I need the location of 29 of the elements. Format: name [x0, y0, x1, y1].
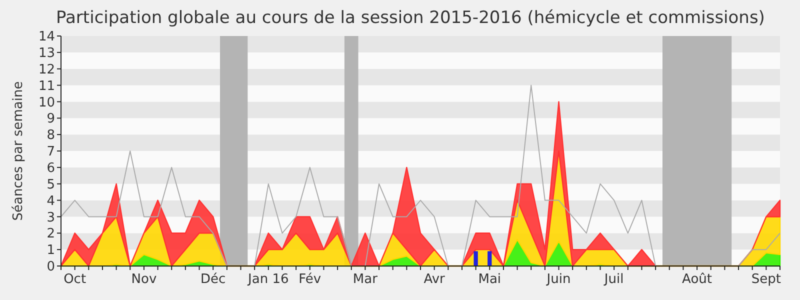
y-tick-label: 14	[38, 30, 55, 45]
x-tick-label: Août	[682, 272, 712, 287]
x-tick-label: Mar	[352, 272, 378, 287]
x-tick-label: Juin	[546, 272, 571, 287]
y-tick-label: 0	[46, 260, 55, 275]
x-tick-label: Avr	[424, 272, 446, 287]
x-tick-label: Juil	[603, 272, 624, 287]
y-tick-label: 3	[46, 210, 55, 226]
y-tick-label: 11	[38, 78, 55, 94]
x-tick-label: Déc	[200, 272, 226, 287]
y-tick-label: 5	[46, 177, 55, 192]
chart-title: Participation globale au cours de la session 2015-2016 (hémicycle et commissions)	[56, 8, 765, 28]
y-tick-label: 12	[38, 62, 55, 78]
y-tick-label: 9	[46, 112, 55, 127]
y-tick-label: 4	[46, 194, 55, 209]
x-tick-label: Jan 16	[247, 272, 289, 287]
x-tick-label: Sept	[751, 272, 781, 287]
y-axis-title: Séances par semaine	[11, 81, 26, 221]
x-tick-label: Nov	[131, 272, 157, 287]
y-tick-label: 2	[46, 226, 55, 242]
x-tick-label: Fév	[298, 272, 322, 287]
y-tick-label: 7	[46, 144, 55, 160]
x-tick-label: Oct	[64, 272, 86, 287]
y-tick-label: 6	[46, 160, 55, 176]
y-tick-label: 8	[46, 128, 55, 144]
y-tick-label: 13	[38, 46, 55, 61]
y-tick-label: 10	[38, 95, 55, 110]
y-tick-label: 1	[46, 243, 55, 258]
x-tick-label: Mai	[478, 272, 502, 287]
